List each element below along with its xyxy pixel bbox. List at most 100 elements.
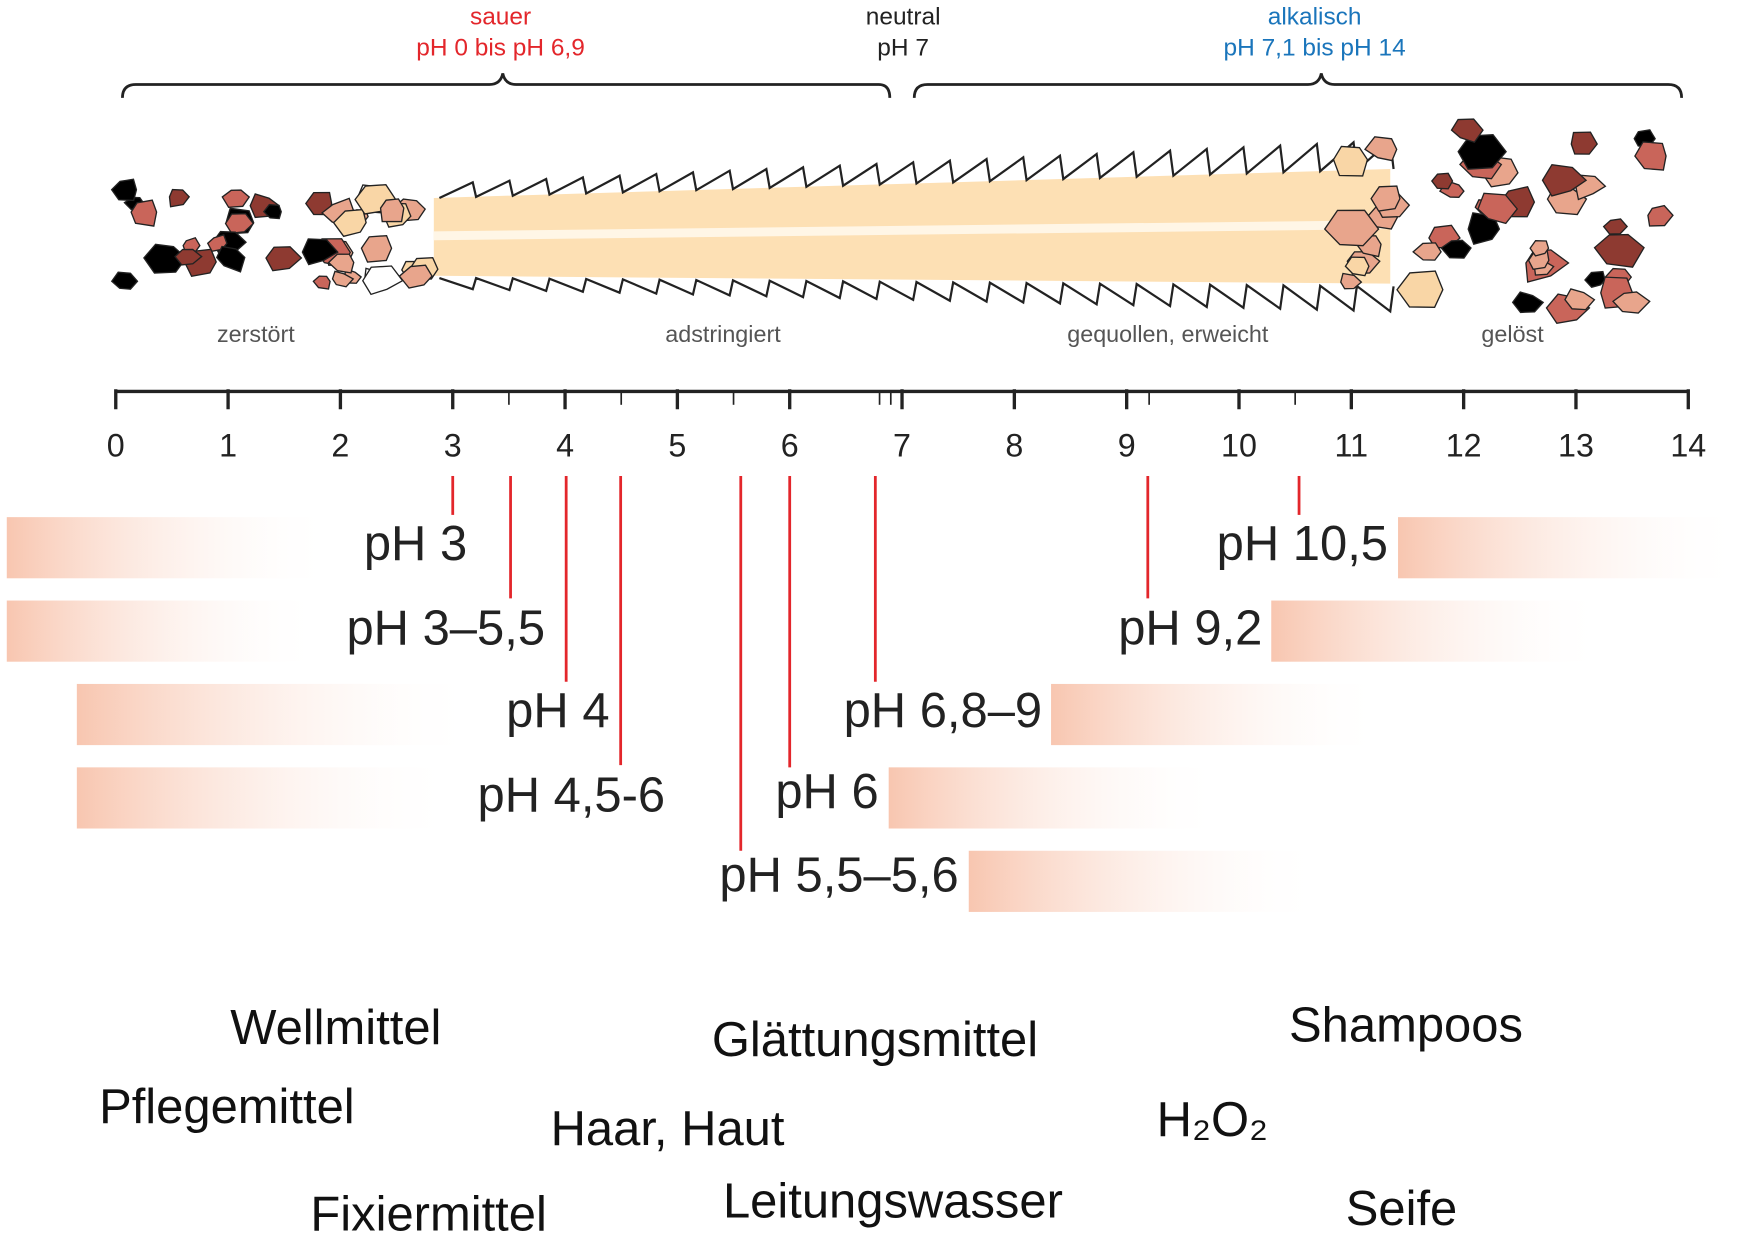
tick-label: 11 [1335,428,1368,464]
fragment [224,213,255,234]
fragment [130,199,158,227]
bracket [121,73,892,98]
tick-label: 10 [1221,428,1257,464]
fragment [215,245,246,273]
product-label: Leitungswasser [723,1174,1063,1228]
state-label: gequollen, erweicht [1067,321,1269,347]
fragment [361,265,404,296]
range-bar [6,600,323,662]
tick-label: 5 [668,428,686,464]
product-label: Glättungsmittel [712,1013,1038,1067]
fragment [1430,172,1454,190]
fragment [379,198,405,223]
tick-label: 2 [331,428,349,464]
product-label: Pflegemittel [99,1080,355,1134]
fragment [398,264,433,289]
marker-label: pH 3–5,5 [346,602,545,656]
cuticle [439,276,1395,314]
range-label: pH 0 bis pH 6,9 [416,34,585,61]
tick-label: 14 [1670,428,1706,464]
product-label: Wellmittel [230,1001,441,1055]
fragment [360,234,393,263]
range-bar [6,517,334,579]
fragment [174,248,203,266]
tick-label: 0 [107,428,125,464]
fragment [265,246,303,272]
product-label: H₂O₂ [1157,1093,1268,1147]
tick-label: 3 [444,428,462,464]
fragment [1584,270,1606,289]
range-bar [1271,600,1608,662]
tick-label: 4 [556,428,574,464]
hair-core [433,220,1391,241]
fragment [1412,242,1442,261]
fragment [1457,133,1507,170]
marker-label: pH 5,5–5,6 [719,848,958,902]
fragment [1364,136,1398,162]
fragment [1570,131,1599,155]
fragment [1396,270,1444,308]
fragment [1611,291,1651,314]
range-label: pH 7,1 bis pH 14 [1224,34,1406,61]
range-bar [1398,517,1744,579]
range-name: neutral [866,3,941,30]
marker-label: pH 4 [506,684,609,738]
range-bar [888,767,1224,829]
fragment [1634,141,1667,171]
fragment [1511,291,1545,314]
cuticle [438,138,1395,199]
state-label: adstringiert [665,321,781,347]
tick-label: 12 [1446,428,1482,464]
fragment [110,178,138,202]
fragment [143,243,188,274]
fragment [1647,204,1674,227]
product-label: Shampoos [1289,999,1523,1053]
range-bar [968,850,1324,912]
fragment [1370,185,1401,212]
fragment [1477,192,1519,225]
fragment [1340,272,1363,290]
fragment [1529,239,1550,257]
marker-label: pH 4,5-6 [478,768,666,822]
state-label: zerstört [217,321,295,347]
product-label: Fixiermittel [310,1188,546,1240]
product-label: Haar, Haut [551,1102,785,1156]
range-name: alkalisch [1268,3,1362,30]
range-bar [76,683,479,746]
marker-label: pH 3 [364,517,467,571]
tick-label: 9 [1118,428,1136,464]
product-label: Seife [1346,1182,1458,1236]
fragment [110,271,139,290]
fragment [1602,218,1629,235]
fragment [327,253,355,274]
tick-label: 6 [781,428,799,464]
range-bar [76,767,457,829]
marker-label: pH 6,8–9 [844,684,1043,738]
fragment [168,188,191,208]
fragment [1541,163,1588,197]
fragment [301,238,339,266]
fragment [1450,118,1484,144]
fragment [262,203,282,220]
marker-label: pH 9,2 [1118,602,1262,656]
bracket [912,73,1684,98]
fragment [331,270,355,288]
state-label: gelöst [1481,321,1544,347]
range-bar [1051,683,1385,746]
fragment [1332,145,1369,177]
range-name: sauer [470,3,531,30]
range-label: pH 7 [877,34,929,61]
marker-label: pH 6 [775,765,878,819]
marker-label: pH 10,5 [1217,517,1388,571]
fragment [1440,239,1472,259]
tick-label: 7 [893,428,911,464]
fragment [1323,209,1380,247]
fragment [312,275,331,290]
fragment [221,189,251,208]
fragment [1344,256,1370,277]
tick-label: 8 [1005,428,1023,464]
fragment [1564,288,1596,311]
fragment [1593,233,1645,268]
tick-label: 13 [1558,428,1594,464]
